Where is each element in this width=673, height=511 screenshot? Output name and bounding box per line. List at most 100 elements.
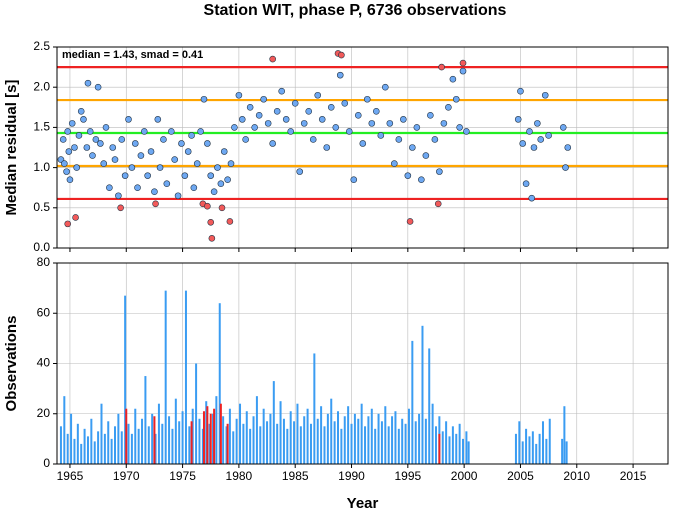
point xyxy=(273,108,281,115)
bar xyxy=(249,428,252,464)
bar xyxy=(384,406,387,464)
bar xyxy=(269,413,272,464)
point xyxy=(238,116,246,123)
bar xyxy=(100,403,103,464)
point xyxy=(255,112,263,119)
point xyxy=(459,67,467,75)
point xyxy=(220,148,228,155)
bar xyxy=(226,423,229,464)
point xyxy=(80,116,87,123)
point xyxy=(184,148,192,155)
point xyxy=(152,200,159,208)
bar xyxy=(213,408,216,464)
point xyxy=(363,95,371,103)
bar xyxy=(337,411,340,464)
point xyxy=(190,184,198,191)
point xyxy=(372,108,380,115)
bar xyxy=(431,403,434,464)
point xyxy=(131,140,139,147)
bar xyxy=(531,431,534,464)
point xyxy=(86,128,94,135)
point xyxy=(217,180,225,187)
bar xyxy=(63,396,66,464)
y-tick-label: 2.0 xyxy=(33,79,50,93)
point xyxy=(97,140,104,147)
chart-title: Station WIT, phase P, 6736 observations xyxy=(204,2,507,19)
bar xyxy=(76,423,79,464)
point xyxy=(63,168,70,175)
bar xyxy=(438,433,441,464)
bar xyxy=(93,441,96,464)
point xyxy=(200,95,208,103)
point xyxy=(517,87,524,95)
bar xyxy=(370,408,373,464)
y-axis-label: Median residual [s] xyxy=(3,80,20,216)
bar xyxy=(225,426,228,464)
bar xyxy=(127,423,130,464)
point xyxy=(251,124,258,131)
bar xyxy=(565,441,568,464)
bar xyxy=(434,426,437,464)
y-tick-label: 20 xyxy=(37,406,51,420)
point xyxy=(427,112,434,119)
bar xyxy=(309,423,312,464)
bar xyxy=(90,418,93,464)
bar xyxy=(222,416,225,464)
point xyxy=(66,176,74,183)
bar xyxy=(448,436,451,464)
point xyxy=(309,136,317,143)
point xyxy=(336,71,344,79)
bar xyxy=(235,418,238,464)
point xyxy=(77,108,85,115)
bar xyxy=(157,403,160,464)
point xyxy=(434,200,442,208)
point xyxy=(278,87,285,95)
bar xyxy=(330,398,333,464)
bar xyxy=(518,421,521,464)
point xyxy=(368,120,376,127)
bar xyxy=(208,423,211,464)
bar xyxy=(80,443,83,464)
y-tick-label: 2.5 xyxy=(33,39,50,53)
point xyxy=(463,128,470,135)
bar xyxy=(353,413,356,464)
bar xyxy=(164,290,167,464)
point xyxy=(64,220,71,228)
point xyxy=(125,116,132,123)
point xyxy=(117,204,124,212)
bar xyxy=(323,426,326,464)
point xyxy=(519,140,527,147)
point xyxy=(115,192,122,200)
point xyxy=(188,132,195,139)
bar xyxy=(168,416,171,464)
point xyxy=(156,164,164,171)
point xyxy=(449,75,457,83)
bar xyxy=(299,426,302,464)
y-axis-label: Observations xyxy=(3,316,20,412)
bar xyxy=(83,428,86,464)
point xyxy=(154,116,162,123)
bar xyxy=(255,396,258,464)
point xyxy=(64,128,71,135)
point xyxy=(106,184,113,191)
bar xyxy=(414,421,417,464)
point xyxy=(71,144,78,151)
bar xyxy=(242,423,245,464)
bar xyxy=(326,413,329,464)
bar xyxy=(387,426,390,464)
point xyxy=(197,128,204,135)
bar xyxy=(147,426,150,464)
bar xyxy=(374,428,377,464)
bar xyxy=(97,431,100,464)
bar xyxy=(364,426,367,464)
bar xyxy=(266,421,269,464)
bar xyxy=(445,421,448,464)
bar xyxy=(154,433,157,464)
point xyxy=(431,136,439,143)
bar xyxy=(188,426,191,464)
bar xyxy=(538,433,541,464)
point xyxy=(147,148,155,155)
point xyxy=(440,120,448,127)
point xyxy=(144,172,151,179)
point xyxy=(314,91,322,99)
